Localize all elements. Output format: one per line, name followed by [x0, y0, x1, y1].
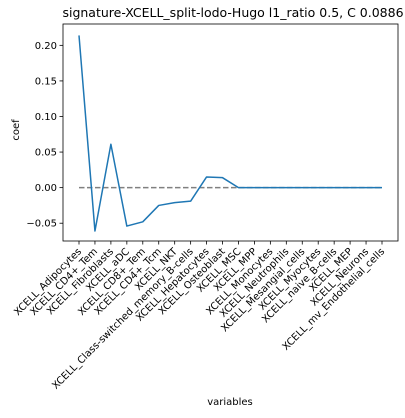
y-tick-label: −0.05 — [26, 219, 57, 230]
x-axis-label: variables — [207, 397, 253, 408]
y-axis-label: coef — [11, 119, 22, 141]
chart-title: signature-XCELL_split-lodo-Hugo l1_ratio… — [62, 5, 403, 20]
y-tick-label: 0.10 — [35, 112, 57, 123]
coef-series-line — [79, 35, 382, 231]
y-tick-label: 0.05 — [35, 148, 57, 159]
y-tick-label: 0.00 — [35, 183, 57, 194]
y-tick-label: 0.20 — [35, 41, 57, 52]
plot-frame — [63, 24, 398, 241]
y-tick-label: 0.15 — [35, 76, 57, 87]
